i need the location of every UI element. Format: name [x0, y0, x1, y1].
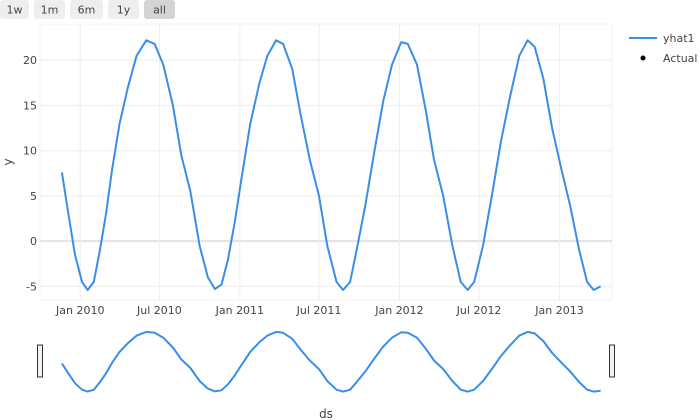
- legend-label: yhat1: [663, 32, 695, 45]
- x-tick-label: Jan 2011: [215, 304, 264, 317]
- y-tick-label: 0: [30, 235, 37, 248]
- series-layer: [60, 39, 602, 291]
- x-axis-ticks: Jan 2010 Jul 2010 Jan 2011 Jul 2011 Jan 2012…: [55, 304, 584, 317]
- range-button-bg: [34, 0, 65, 19]
- range-slider-preview-line: [61, 330, 601, 393]
- range-slider-right-handle[interactable]: [609, 344, 615, 378]
- series-line-yhat1: [60, 39, 602, 291]
- y-axis-title: y: [1, 158, 15, 165]
- range-button-1w[interactable]: 1w: [0, 0, 29, 19]
- y-tick-label: 15: [23, 99, 37, 112]
- x-tick-label: Jan 2010: [55, 304, 104, 317]
- range-slider-bg: [40, 328, 612, 394]
- range-button-1m[interactable]: 1m: [34, 0, 65, 19]
- plot-area: [39, 23, 613, 301]
- range-button-bg: [70, 0, 103, 19]
- y-tick-label: 20: [23, 54, 37, 67]
- range-button-label: 1m: [41, 4, 59, 17]
- legend-item-yhat1[interactable]: yhat1: [629, 32, 695, 45]
- range-button-1y[interactable]: 1y: [108, 0, 139, 19]
- range-button-label: all: [153, 4, 166, 17]
- legend-label: Actual: [663, 52, 697, 65]
- x-tick-label: Jan 2013: [534, 304, 583, 317]
- legend-marker-swatch: [640, 55, 646, 61]
- y-tick-label: 5: [30, 190, 37, 203]
- y-tick-label: -5: [26, 280, 37, 293]
- x-tick-label: Jul 2011: [296, 304, 342, 317]
- legend: yhat1 Actual: [629, 32, 697, 65]
- x-tick-label: Jul 2012: [456, 304, 502, 317]
- y-axis-ticks: -5 0 5 10 15 20: [23, 54, 37, 293]
- range-selector: 1w 1m 6m 1y all: [0, 0, 175, 19]
- legend-item-actual[interactable]: Actual: [640, 52, 698, 65]
- y-tick-label: 10: [23, 145, 37, 158]
- x-tick-label: Jan 2012: [374, 304, 423, 317]
- grid: [39, 23, 613, 301]
- range-button-bg: [108, 0, 139, 19]
- range-button-bg: [0, 0, 29, 19]
- range-button-bg: [144, 0, 175, 19]
- range-button-6m[interactable]: 6m: [70, 0, 103, 19]
- range-button-label: 1w: [7, 4, 23, 17]
- range-button-all[interactable]: all: [144, 0, 175, 19]
- range-button-label: 1y: [117, 4, 131, 17]
- x-tick-label: Jul 2010: [136, 304, 182, 317]
- x-axis-title: ds: [319, 407, 333, 420]
- range-slider[interactable]: [37, 328, 615, 394]
- range-button-label: 6m: [78, 4, 96, 17]
- range-slider-left-handle[interactable]: [37, 344, 43, 378]
